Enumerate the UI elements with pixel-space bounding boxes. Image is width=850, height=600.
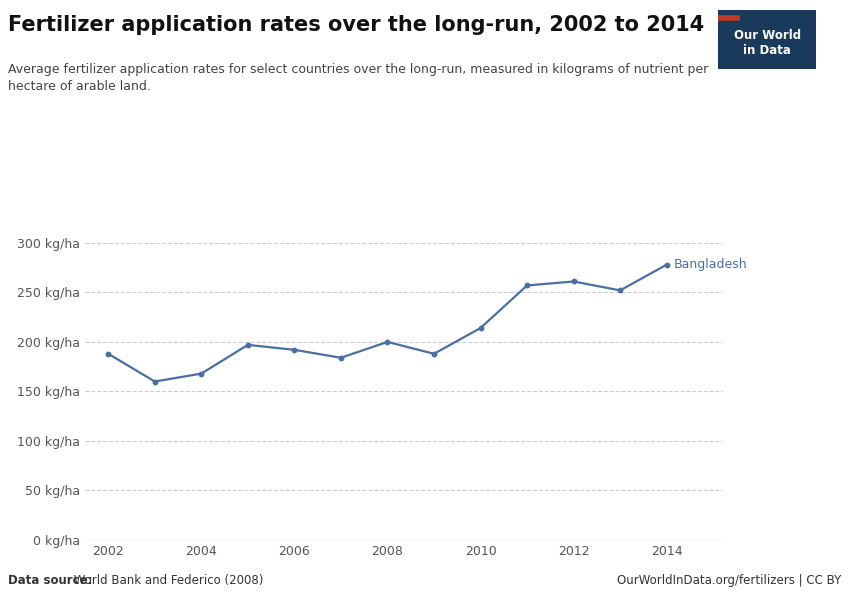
Text: Data source:: Data source:	[8, 574, 93, 587]
Text: OurWorldInData.org/fertilizers | CC BY: OurWorldInData.org/fertilizers | CC BY	[617, 574, 842, 587]
Text: Average fertilizer application rates for select countries over the long-run, mea: Average fertilizer application rates for…	[8, 63, 709, 93]
Text: World Bank and Federico (2008): World Bank and Federico (2008)	[70, 574, 263, 587]
Text: Our World
in Data: Our World in Data	[734, 29, 801, 56]
Text: Bangladesh: Bangladesh	[674, 258, 747, 271]
Text: Fertilizer application rates over the long-run, 2002 to 2014: Fertilizer application rates over the lo…	[8, 15, 705, 35]
